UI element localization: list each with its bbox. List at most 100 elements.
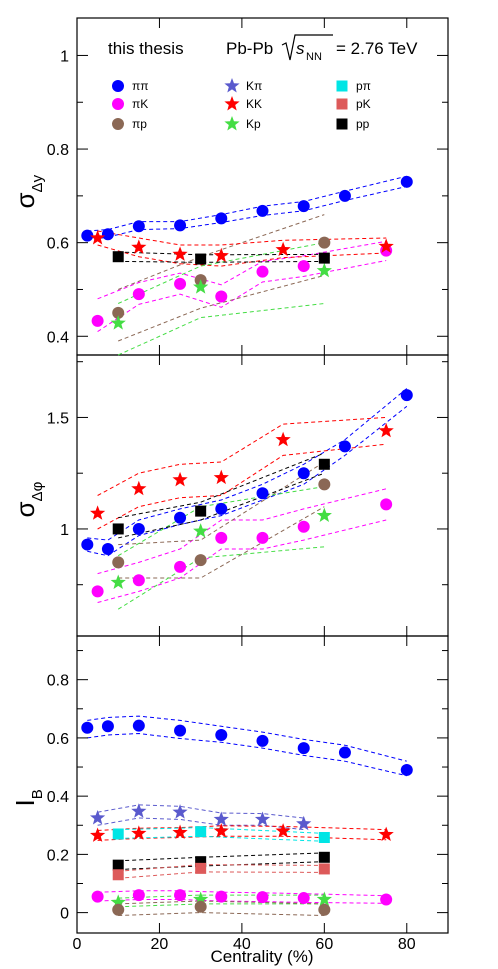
sqrt-sign — [281, 34, 333, 61]
point-pipi — [297, 200, 310, 213]
legend-marker-ppi — [336, 80, 348, 92]
point-KK — [378, 238, 394, 253]
point-piK — [297, 260, 310, 273]
y-axis-label-sigma_dphi: σΔφ — [10, 481, 46, 517]
y-tick-label: 0.6 — [47, 236, 69, 253]
point-pip — [318, 236, 331, 249]
point-pipi — [338, 440, 351, 453]
energy-symbol: s — [296, 39, 305, 58]
point-pp — [318, 851, 330, 863]
point-Kp — [316, 891, 332, 906]
point-KK — [131, 825, 147, 840]
point-pipi — [400, 763, 413, 776]
band-low-pip — [118, 506, 325, 579]
x-tick-label: 20 — [151, 936, 169, 953]
point-pipi — [215, 729, 228, 741]
collision-system: Pb-Pb — [226, 39, 273, 58]
x-tick-label: 60 — [315, 936, 333, 953]
point-Kpi — [131, 803, 147, 818]
point-piK — [132, 288, 145, 301]
band-low-Kp — [117, 303, 325, 356]
point-pip — [318, 903, 331, 916]
legend-label-pip: πp — [132, 117, 147, 131]
y-axis-label-sigma_dy: σΔy — [10, 174, 46, 208]
point-pipi — [174, 724, 187, 737]
band-low-pipi — [87, 186, 407, 241]
point-KK — [172, 824, 188, 840]
point-pipi — [101, 228, 114, 241]
point-piK — [256, 891, 269, 904]
point-pipi — [174, 511, 187, 524]
band-high-Kp — [117, 242, 325, 304]
point-pipi — [215, 212, 228, 225]
point-ppi — [318, 831, 330, 843]
point-pipi — [215, 502, 228, 515]
point-ppi — [195, 826, 207, 838]
point-pipi — [174, 219, 187, 232]
energy-subscript: NN — [306, 51, 322, 63]
point-piK — [297, 892, 310, 905]
point-piK — [91, 314, 104, 327]
point-pipi — [297, 467, 310, 480]
panel-frame-ib — [76, 635, 449, 934]
legend-label-pK: pK — [356, 97, 371, 111]
point-KK — [172, 471, 188, 487]
point-KK — [275, 431, 291, 447]
point-Kp — [193, 523, 209, 538]
point-Kpi — [213, 811, 229, 826]
legend-label-pipi: ππ — [132, 79, 149, 93]
band-high-piK — [97, 488, 387, 575]
band-low-pip — [118, 912, 325, 916]
point-pip — [318, 478, 331, 491]
y-tick-label: 1 — [60, 48, 69, 65]
point-Kp — [193, 891, 209, 906]
point-pipi — [338, 189, 351, 202]
point-KK — [213, 469, 229, 485]
point-piK — [215, 890, 228, 903]
band-high-pipi — [87, 388, 408, 541]
band-high-KK — [97, 825, 387, 831]
band-low-pp — [118, 260, 325, 263]
legend-label-Kp: Kp — [246, 117, 261, 131]
point-KK — [378, 422, 394, 438]
y-axis-label-I_B: IB — [10, 789, 46, 806]
band-high-Kpi — [97, 804, 304, 819]
y-tick-label: 1 — [60, 522, 69, 539]
point-pp — [195, 505, 207, 517]
point-Kp — [110, 315, 126, 330]
legend-label-KK: KK — [246, 97, 262, 111]
point-KK — [90, 229, 106, 245]
point-pipi — [81, 229, 94, 242]
point-pp — [195, 253, 207, 265]
point-pK — [195, 862, 207, 874]
band-low-pipi — [87, 732, 407, 777]
point-pp — [195, 856, 207, 868]
legend-marker-KK — [224, 96, 240, 111]
collision-energy-label: Pb-Pb s NN = 2.76 TeV — [226, 34, 418, 63]
panel-frame-sigma-dy — [76, 17, 449, 356]
band-low-piK — [97, 260, 387, 333]
legend-marker-pip — [112, 118, 124, 130]
band-high-pip — [118, 214, 325, 290]
point-KK — [378, 826, 394, 842]
point-pipi — [81, 538, 94, 551]
figure-label: this thesis — [108, 39, 184, 58]
point-pK — [112, 869, 124, 881]
legend-marker-Kpi — [224, 78, 240, 93]
point-pp — [112, 523, 124, 535]
systematic-bands-layer — [87, 175, 408, 916]
axes-layer: 0.4 0.6 0.8 1 σΔy 1 1.5 σΔφ 0 0.2 0.4 0.6 0.8 IB 0 20 40… — [10, 18, 448, 953]
point-pip — [194, 554, 207, 567]
band-low-pp — [118, 472, 325, 539]
band-low-piK — [97, 519, 387, 603]
point-pp — [318, 458, 330, 470]
data-points-layer — [81, 175, 413, 916]
y-tick-label: 0.8 — [47, 142, 69, 159]
legend-label-Kpi: Kπ — [246, 79, 262, 93]
legend-marker-pK — [336, 98, 348, 110]
point-pip — [194, 900, 207, 913]
point-pip — [112, 306, 125, 319]
point-Kpi — [172, 804, 188, 819]
point-pip — [112, 556, 125, 569]
